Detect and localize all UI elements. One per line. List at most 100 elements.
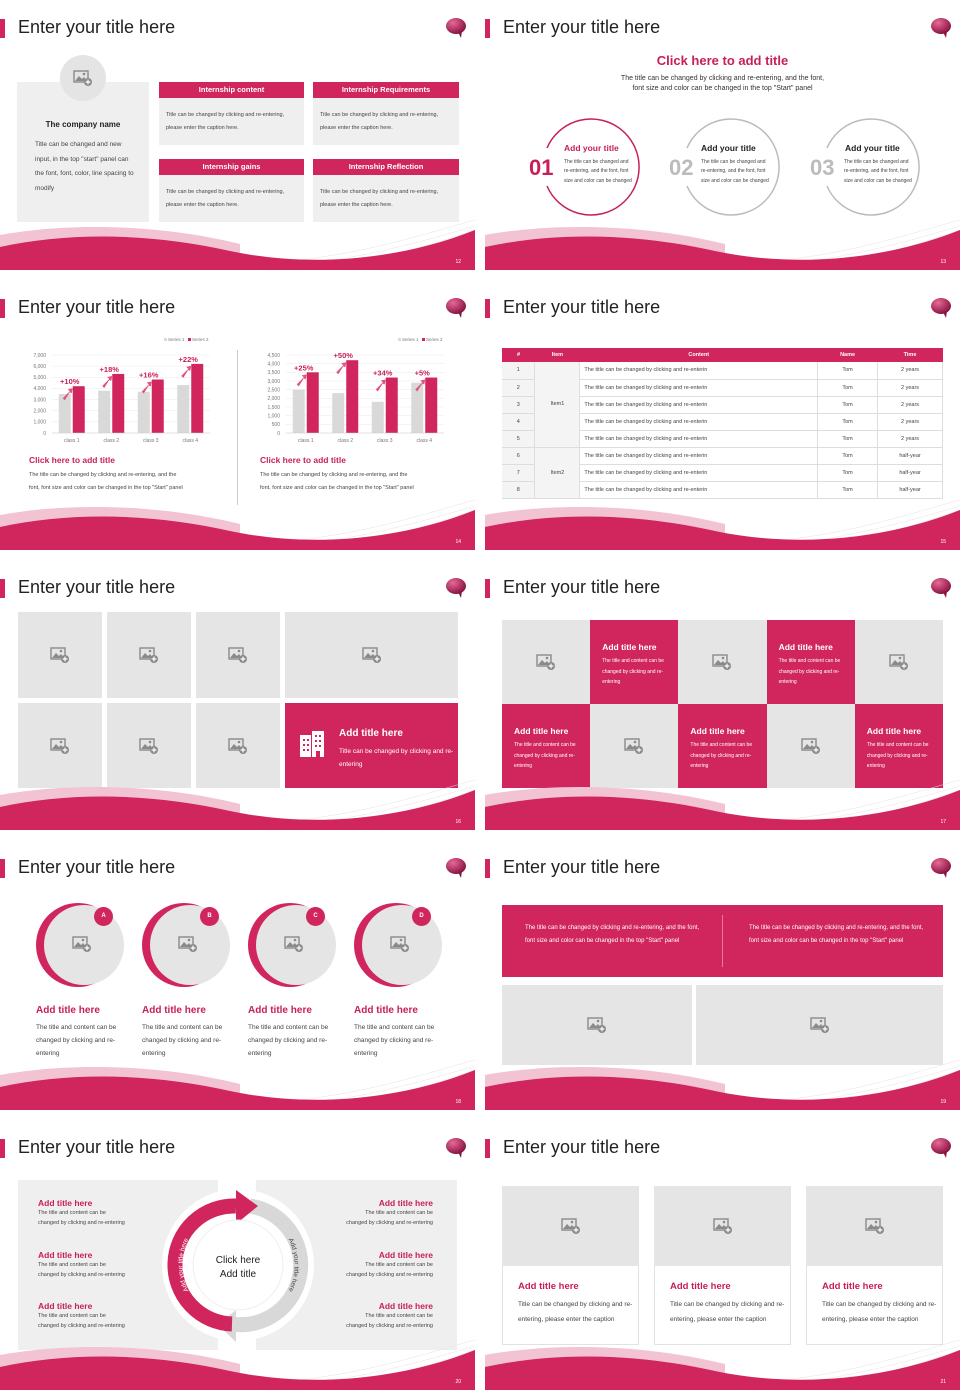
image-placeholder-icon[interactable]: [178, 935, 198, 953]
table-row[interactable]: 3 The title can be changed by clicking an…: [502, 396, 943, 414]
column-header[interactable]: Time: [877, 348, 943, 362]
image-placeholder[interactable]: [678, 620, 767, 704]
image-placeholder[interactable]: [196, 703, 280, 788]
title-accent-bar: [0, 859, 5, 878]
image-placeholder[interactable]: [854, 620, 943, 704]
section-subtitle: The title can be changed by clicking and…: [620, 75, 825, 82]
image-placeholder[interactable]: [696, 985, 943, 1065]
tile-text: The title and content can be changed by …: [514, 742, 576, 769]
card-header: Internship Requirements: [313, 82, 459, 98]
slide-16[interactable]: Add title here Title can be changed by c…: [0, 560, 475, 830]
slide-19[interactable]: The title can be changed by clicking and…: [485, 840, 960, 1110]
center-label[interactable]: Click here: [216, 1255, 261, 1266]
image-placeholder-icon: [800, 737, 821, 755]
tile-title: Add title here: [602, 642, 657, 652]
chart-caption-title[interactable]: Click here to add title: [260, 455, 346, 465]
table-row[interactable]: 1 Item1 The title can be changed by clicki…: [502, 362, 943, 448]
image-placeholder[interactable]: [590, 704, 679, 788]
company-name: The company name: [45, 120, 121, 129]
slide-12[interactable]: The company name Title can be changed an…: [0, 0, 475, 270]
slide-21[interactable]: Add title here Title can be changed by cl…: [485, 1120, 960, 1390]
image-placeholder[interactable]: [107, 703, 191, 788]
left-item-text: The title and content can be: [38, 1262, 106, 1268]
step-number: 02: [669, 155, 694, 180]
image-placeholder-icon: [712, 653, 732, 671]
bar-series-2: [385, 377, 398, 433]
image-placeholder[interactable]: [806, 1186, 943, 1266]
step-circle-01: [546, 118, 640, 216]
legend-label: Series 1: [168, 337, 185, 342]
center-label[interactable]: Add title: [220, 1269, 257, 1280]
image-placeholder[interactable]: [18, 703, 102, 788]
row-number: 4: [502, 413, 536, 431]
column-header[interactable]: #: [502, 348, 535, 362]
slide-title[interactable]: Enter your title here: [18, 1137, 176, 1157]
tile-text: The title and content can be changed by …: [866, 742, 929, 769]
image-placeholder[interactable]: [502, 985, 692, 1065]
image-placeholder-icon: [889, 653, 909, 671]
slide-title[interactable]: Enter your title here: [18, 577, 176, 597]
x-tick-label: class 4: [416, 438, 432, 444]
chart-caption-title[interactable]: Click here to add title: [29, 455, 115, 465]
table-row[interactable]: 7 The title can be changed by clicking an…: [502, 464, 943, 482]
image-placeholder[interactable]: [107, 612, 191, 698]
slide-title[interactable]: Enter your title here: [503, 1137, 661, 1157]
footer-wave: [0, 1339, 475, 1390]
image-placeholder-icon[interactable]: [284, 935, 304, 953]
image-placeholder[interactable]: [196, 612, 280, 698]
text-tile: Add title here The title and content can …: [590, 620, 679, 704]
image-placeholder-icon[interactable]: [72, 935, 92, 953]
title-accent-bar: [485, 299, 490, 318]
column-header[interactable]: Name: [817, 348, 878, 362]
section-heading[interactable]: Click here to add title: [656, 53, 789, 68]
y-tick-label: 5,000: [33, 375, 46, 381]
y-tick-label: 3,000: [267, 379, 280, 385]
image-placeholder[interactable]: [502, 620, 591, 704]
image-placeholder[interactable]: [18, 612, 102, 698]
card-title: Add title here: [518, 1281, 579, 1292]
table-row[interactable]: 5 The title can be changed by clicking an…: [502, 430, 943, 448]
slide-18[interactable]: A Add title here The title and content can…: [0, 840, 475, 1110]
slide-title[interactable]: Enter your title here: [503, 857, 661, 877]
bar-series-2: [346, 360, 359, 433]
image-placeholder[interactable]: [654, 1186, 791, 1266]
slide-20[interactable]: Add your title here Add your title here …: [0, 1120, 475, 1390]
image-placeholder-icon: [139, 737, 159, 755]
x-tick-label: class 3: [143, 438, 159, 444]
company-image-circle[interactable]: [60, 55, 106, 101]
image-placeholder[interactable]: [502, 1186, 639, 1266]
table-row[interactable]: 2 The title can be changed by clicking an…: [502, 379, 943, 397]
badge: A: [94, 907, 113, 926]
slide-title[interactable]: Enter your title here: [503, 577, 661, 597]
table-row[interactable]: 8 The title can be changed by clicking an…: [502, 481, 943, 499]
slide-title[interactable]: Enter your title here: [18, 857, 176, 877]
table-row[interactable]: 6 Item2 The title can be changed by clicki…: [502, 447, 943, 499]
step-circle-02: [686, 118, 780, 216]
slide-title[interactable]: Enter your title here: [503, 17, 661, 37]
column-header[interactable]: Item: [534, 348, 580, 362]
growth-label: +34%: [373, 369, 393, 378]
slide-14[interactable]: 0 1,000 2,000 3,000 4,000 5,000 6,000 7,000 clas…: [0, 280, 475, 550]
image-placeholder[interactable]: [285, 612, 458, 698]
image-placeholder-icon: [624, 737, 644, 755]
table-row[interactable]: 4 The title can be changed by clicking an…: [502, 413, 943, 431]
content-cell: The title can be changed by clicking and…: [579, 447, 819, 465]
page-number: 13: [940, 259, 946, 265]
right-item-title: Add title here: [378, 1250, 433, 1260]
image-placeholder[interactable]: [766, 704, 855, 788]
tile-text: The title and content can be changed by …: [602, 658, 664, 685]
banner-text-left: The title can be changed by clicking and…: [525, 925, 700, 944]
column-header[interactable]: Content: [579, 348, 818, 362]
image-placeholder-icon[interactable]: [390, 935, 410, 953]
title-accent-bar: [0, 579, 5, 598]
slide-13[interactable]: Click here to add title The title can be…: [485, 0, 960, 270]
slide-title[interactable]: Enter your title here: [503, 297, 661, 317]
left-item-title: Add title here: [38, 1198, 93, 1208]
growth-arrow-icon: [141, 381, 152, 394]
slide-title[interactable]: Enter your title here: [18, 297, 176, 317]
slide-title[interactable]: Enter your title here: [18, 17, 176, 37]
bar-series-1: [332, 393, 345, 433]
item-title: Add title here: [36, 1005, 100, 1016]
slide-17[interactable]: Add title here The title and content can …: [485, 560, 960, 830]
slide-15[interactable]: # Item Content Name Time 1 Item1 The title…: [485, 280, 960, 550]
